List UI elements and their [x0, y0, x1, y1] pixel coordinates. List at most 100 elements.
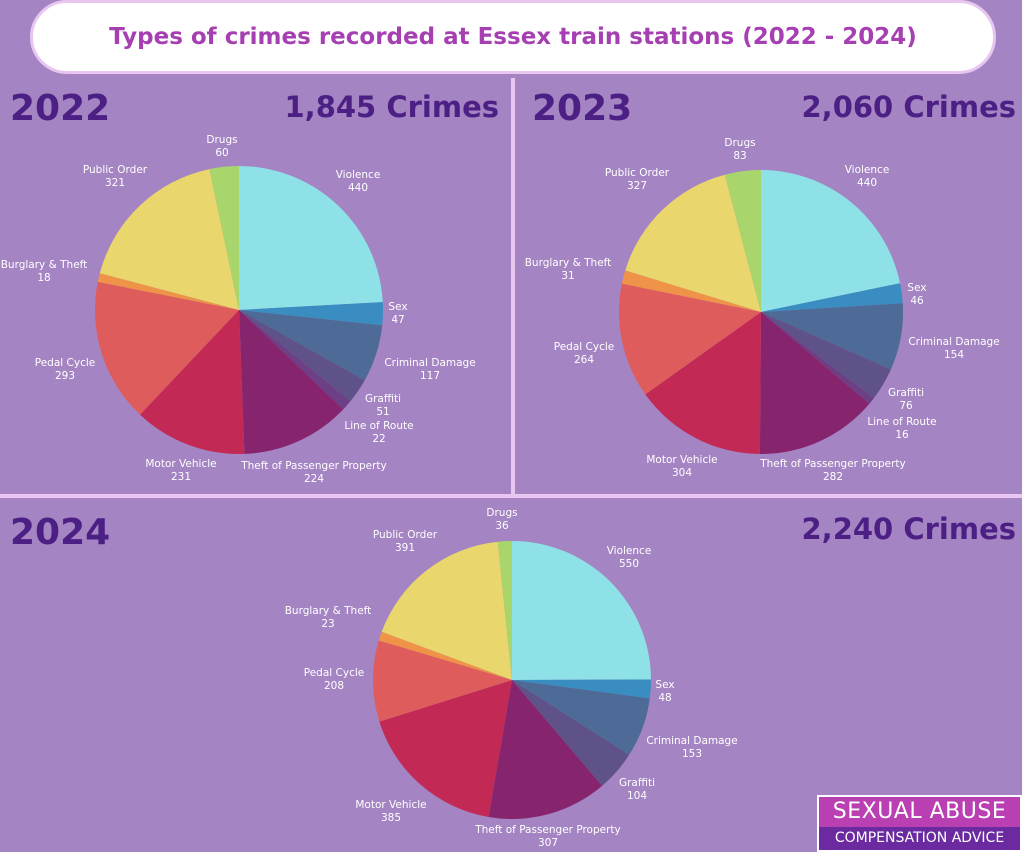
pie-2022-label-drugs: Drugs: [206, 134, 237, 146]
pie-2023-label-public-order: Public Order: [605, 167, 670, 179]
pie-2023-label-drugs: Drugs: [724, 137, 755, 149]
pie-2022-slice-line-of-route: [239, 310, 351, 410]
pie-2023-slice-sex: [761, 283, 903, 312]
pie-2023-label-violence: Violence: [845, 164, 890, 176]
pie-2024-label-drugs: Drugs: [486, 507, 517, 519]
pie-2022-slice-burglary-theft: [97, 273, 239, 310]
pie-2022-slice-theft-of-passenger-property: [239, 310, 344, 454]
pie-2024-label-violence: Violence: [607, 545, 652, 557]
pie-2024-slice-theft-of-passenger-property: [488, 680, 603, 819]
pie-2023-slice-motor-vehicle: [645, 312, 761, 454]
pie-2024-label-pedal-cycle: Pedal Cycle: [304, 667, 364, 679]
pie-2022-value-motor-vehicle: 231: [171, 471, 191, 483]
pie-2024-slice-public-order: [381, 541, 512, 680]
pie-2022-value-violence: 440: [348, 182, 368, 194]
pie-2023-slice-line-of-route: [761, 312, 874, 404]
year-2023-label: 2023: [532, 88, 633, 129]
pie-2024-label-sex: Sex: [655, 679, 674, 691]
pie-2023-label-sex: Sex: [907, 282, 926, 294]
pie-2024-value-drugs: 36: [495, 520, 509, 532]
pie-2023-label-pedal-cycle: Pedal Cycle: [554, 341, 614, 353]
pie-2024-slice-motor-vehicle: [379, 680, 512, 818]
pie-2023-label-burglary-theft: Burglary & Theft: [525, 257, 612, 269]
logo-line2: COMPENSATION ADVICE: [819, 827, 1020, 850]
pie-2024-slice-graffiti: [512, 680, 630, 786]
pie-2023-slice-burglary-theft: [621, 270, 761, 312]
pie-2022-slice-criminal-damage: [239, 310, 383, 381]
pie-2022-slice-graffiti: [239, 310, 365, 402]
pie-2022-value-public-order: 321: [105, 177, 125, 189]
title-banner: Types of crimes recorded at Essex train …: [30, 0, 996, 74]
horizontal-divider: [0, 494, 1022, 498]
total-2023-label: 2,060 Crimes: [801, 90, 1017, 124]
pie-2023-slice-drugs: [724, 170, 761, 312]
pie-2022-value-graffiti: 51: [376, 406, 389, 418]
pie-2023-label-theft-of-passenger-property: Theft of Passenger Property: [759, 458, 906, 470]
pie-2024-label-motor-vehicle: Motor Vehicle: [355, 799, 426, 811]
pie-2024-slice-sex: [512, 679, 651, 699]
pie-2022-value-sex: 47: [391, 314, 404, 326]
pie-2023-value-theft-of-passenger-property: 282: [823, 471, 843, 483]
pie-2022-value-pedal-cycle: 293: [55, 370, 75, 382]
pie-2022-label-theft-of-passenger-property: Theft of Passenger Property: [240, 460, 387, 472]
pie-2024-slice-burglary-theft: [378, 631, 512, 680]
pie-2023-value-drugs: 83: [733, 150, 746, 162]
pie-2024-value-graffiti: 104: [627, 790, 647, 802]
pie-2023-label-motor-vehicle: Motor Vehicle: [646, 454, 717, 466]
pie-2023-value-sex: 46: [910, 295, 924, 307]
pie-2022-label-graffiti: Graffiti: [365, 393, 401, 405]
pie-2022-label-criminal-damage: Criminal Damage: [384, 357, 475, 369]
pie-2023-slice-violence: [761, 170, 901, 312]
pie-2024-value-criminal-damage: 153: [682, 748, 702, 760]
pie-2024-label-graffiti: Graffiti: [619, 777, 655, 789]
pie-2022-label-violence: Violence: [336, 169, 381, 181]
pie-2024-label-burglary-theft: Burglary & Theft: [285, 605, 372, 617]
pie-2022-value-theft-of-passenger-property: 224: [304, 473, 324, 485]
pie-2023-label-graffiti: Graffiti: [888, 387, 924, 399]
pie-2024-slice-drugs: [497, 541, 512, 680]
year-2022-label: 2022: [10, 88, 111, 129]
year-2024-label: 2024: [10, 512, 111, 553]
pie-2023-label-criminal-damage: Criminal Damage: [908, 336, 999, 348]
pie-2024-value-pedal-cycle: 208: [324, 680, 344, 692]
pie-2024-value-theft-of-passenger-property: 307: [538, 837, 558, 849]
pie-2024-slice-pedal-cycle: [373, 640, 512, 722]
pie-2023-value-violence: 440: [857, 177, 877, 189]
logo-line1: SEXUAL ABUSE: [819, 797, 1020, 827]
pie-2022-label-motor-vehicle: Motor Vehicle: [145, 458, 216, 470]
pie-2022-slice-violence: [239, 166, 383, 310]
pie-2024-value-public-order: 391: [395, 542, 415, 554]
pie-2023-value-motor-vehicle: 304: [672, 467, 692, 479]
pie-2022-slice-drugs: [209, 166, 239, 310]
pie-2022-label-burglary-theft: Burglary & Theft: [1, 259, 88, 271]
pie-2023-slice-theft-of-passenger-property: [759, 312, 870, 455]
brand-logo: SEXUAL ABUSE COMPENSATION ADVICE: [817, 795, 1022, 852]
pie-2023-slice-graffiti: [761, 312, 891, 399]
chart-title: Types of crimes recorded at Essex train …: [109, 24, 917, 50]
pie-2023-slice-public-order: [625, 174, 761, 312]
pie-2022-slice-pedal-cycle: [94, 281, 239, 415]
pie-2024-label-criminal-damage: Criminal Damage: [646, 735, 737, 747]
pie-2022-label-pedal-cycle: Pedal Cycle: [35, 357, 95, 369]
pie-2022-value-burglary-theft: 18: [37, 272, 50, 284]
pie-2024-value-motor-vehicle: 385: [381, 812, 401, 824]
pie-2023-value-line-of-route: 16: [895, 429, 909, 441]
pie-2024-label-theft-of-passenger-property: Theft of Passenger Property: [474, 824, 621, 836]
pie-2023-label-line-of-route: Line of Route: [867, 416, 936, 428]
pie-2024-value-violence: 550: [619, 558, 639, 570]
pie-2022-value-criminal-damage: 117: [420, 370, 440, 382]
pie-2024-label-public-order: Public Order: [373, 529, 438, 541]
pie-2024-slice-criminal-damage: [512, 680, 650, 755]
pie-2022-label-line-of-route: Line of Route: [344, 420, 413, 432]
pie-2023-value-pedal-cycle: 264: [574, 354, 594, 366]
pie-2023-value-criminal-damage: 154: [944, 349, 964, 361]
pie-2022-value-line-of-route: 22: [372, 433, 385, 445]
total-2022-label: 1,845 Crimes: [284, 90, 500, 124]
pie-2022-slice-sex: [239, 302, 383, 326]
pie-2023-value-burglary-theft: 31: [561, 270, 574, 282]
pie-2023-slice-criminal-damage: [761, 303, 903, 370]
pie-2022-slice-public-order: [99, 169, 240, 310]
pie-2023-value-public-order: 327: [627, 180, 647, 192]
pie-2023-value-graffiti: 76: [899, 400, 913, 412]
